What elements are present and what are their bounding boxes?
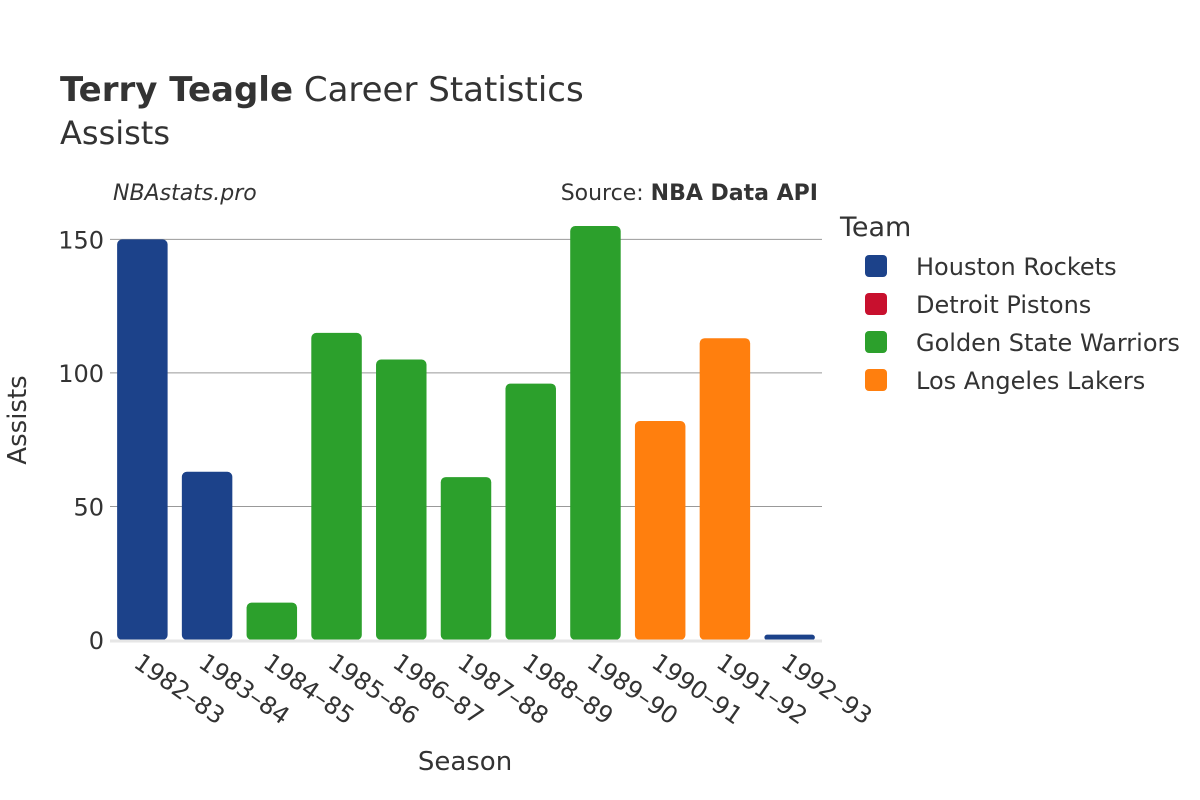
legend-swatch xyxy=(865,331,887,353)
legend-swatch xyxy=(865,293,887,315)
legend: Team Houston Rockets Detroit Pistons Golde… xyxy=(839,212,1180,395)
bar-1991–92 xyxy=(699,338,751,640)
source-name: NBA Data API xyxy=(651,181,818,206)
source-text: Source: NBA Data API xyxy=(561,181,818,206)
x-axis-title: Season xyxy=(418,747,512,777)
bar-1987–88 xyxy=(440,477,492,640)
legend-item-label: Detroit Pistons xyxy=(916,291,1091,319)
source-label: Source: xyxy=(561,181,651,206)
bar-1988–89 xyxy=(505,383,556,640)
legend-item-label: Los Angeles Lakers xyxy=(916,367,1145,395)
bar-1984–85 xyxy=(246,602,298,640)
title-player-name: Terry Teagle xyxy=(60,70,293,110)
bar-series xyxy=(110,226,822,643)
bar-1986–87 xyxy=(376,359,427,640)
y-tick-label: 0 xyxy=(89,627,104,655)
legend-item-label: Golden State Warriors xyxy=(916,329,1180,357)
bar-1992–93 xyxy=(764,634,815,640)
y-tick-label: 50 xyxy=(73,493,104,521)
legend-swatch xyxy=(865,369,887,391)
title-rest: Career Statistics xyxy=(293,70,584,110)
y-axis-ticks: 0 50 100 150 xyxy=(58,226,104,655)
chart-title: Terry Teagle Career Statistics xyxy=(60,70,584,110)
legend-title: Team xyxy=(839,212,911,243)
y-tick-label: 100 xyxy=(58,360,104,388)
y-axis-title: Assists xyxy=(3,375,33,464)
bar-1985–86 xyxy=(311,332,362,640)
y-tick-label: 150 xyxy=(58,226,104,254)
watermark-text: NBAstats.pro xyxy=(113,181,257,206)
legend-swatch xyxy=(865,255,887,277)
bar-1983–84 xyxy=(181,471,233,640)
bar-1990–91 xyxy=(634,420,686,640)
legend-item-label: Houston Rockets xyxy=(916,253,1117,281)
x-axis-ticks: 1982–831983–841984–851985–861986–871987–… xyxy=(129,648,877,730)
bar-1989–90 xyxy=(570,226,621,640)
chart-subtitle: Assists xyxy=(60,114,170,152)
bar-1982–83 xyxy=(117,239,168,640)
